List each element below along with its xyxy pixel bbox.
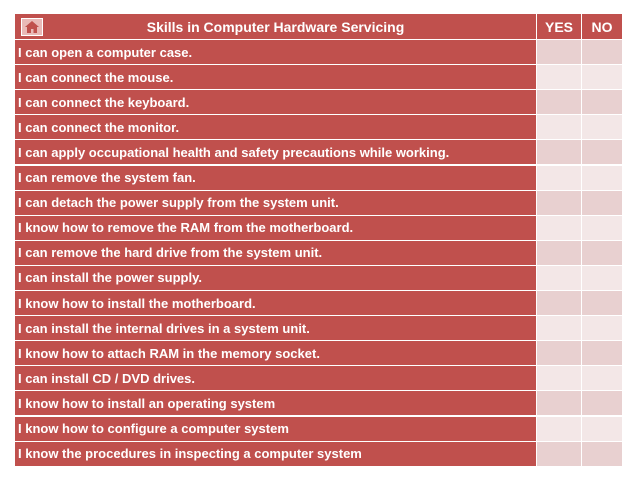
skill-text: I know how to install the motherboard. [15,291,537,317]
skill-row: I know how to configure a computer syste… [15,416,623,442]
skill-row: I can open a computer case. [15,40,623,66]
skill-row: I can connect the mouse. [15,65,623,91]
skill-text: I can install the power supply. [15,265,537,291]
yes-checkbox[interactable] [537,240,582,266]
skill-row: I can detach the power supply from the s… [15,190,623,216]
skill-row: I know how to remove the RAM from the mo… [15,215,623,241]
skill-row: I can install the internal drives in a s… [15,316,623,342]
no-checkbox[interactable] [582,265,623,291]
skill-row: I can install the power supply. [15,265,623,291]
no-checkbox[interactable] [582,90,623,116]
yes-checkbox[interactable] [537,165,582,191]
skill-text: I can apply occupational health and safe… [15,140,537,166]
header-title-cell: Skills in Computer Hardware Servicing [15,14,537,40]
header-yes: YES [537,14,582,40]
skill-text: I can connect the mouse. [15,65,537,91]
no-checkbox[interactable] [582,366,623,392]
header-no: NO [582,14,623,40]
skill-text: I know how to configure a computer syste… [15,416,537,442]
no-checkbox[interactable] [582,40,623,66]
no-checkbox[interactable] [582,190,623,216]
skill-row: I can connect the keyboard. [15,90,623,116]
skill-row: I can connect the monitor. [15,115,623,141]
no-checkbox[interactable] [582,215,623,241]
home-icon[interactable] [21,18,43,36]
no-checkbox[interactable] [582,165,623,191]
skill-row: I know how to install an operating syste… [15,391,623,417]
skill-row: I know how to attach RAM in the memory s… [15,341,623,367]
skill-text: I can remove the hard drive from the sys… [15,240,537,266]
skill-text: I know the procedures in inspecting a co… [15,441,537,467]
skill-text: I can install CD / DVD drives. [15,366,537,392]
skill-row: I can remove the hard drive from the sys… [15,240,623,266]
yes-checkbox[interactable] [537,115,582,141]
skill-text: I can connect the monitor. [15,115,537,141]
skill-row: I can apply occupational health and safe… [15,140,623,166]
yes-checkbox[interactable] [537,391,582,417]
yes-checkbox[interactable] [537,366,582,392]
yes-checkbox[interactable] [537,291,582,317]
no-checkbox[interactable] [582,115,623,141]
yes-checkbox[interactable] [537,416,582,442]
skill-row: I know the procedures in inspecting a co… [15,441,623,467]
skill-text: I can remove the system fan. [15,165,537,191]
skill-row: I know how to install the motherboard. [15,291,623,317]
skill-text: I can open a computer case. [15,40,537,66]
no-checkbox[interactable] [582,240,623,266]
skill-row: I can remove the system fan. [15,165,623,191]
yes-checkbox[interactable] [537,341,582,367]
no-checkbox[interactable] [582,65,623,91]
no-checkbox[interactable] [582,341,623,367]
yes-checkbox[interactable] [537,190,582,216]
yes-checkbox[interactable] [537,90,582,116]
no-checkbox[interactable] [582,316,623,342]
no-checkbox[interactable] [582,140,623,166]
yes-checkbox[interactable] [537,140,582,166]
skill-text: I know how to attach RAM in the memory s… [15,341,537,367]
skill-text: I can detach the power supply from the s… [15,190,537,216]
skill-text: I know how to install an operating syste… [15,391,537,417]
no-checkbox[interactable] [582,441,623,467]
no-checkbox[interactable] [582,391,623,417]
no-checkbox[interactable] [582,291,623,317]
yes-checkbox[interactable] [537,40,582,66]
yes-checkbox[interactable] [537,316,582,342]
header-row: Skills in Computer Hardware Servicing YE… [15,14,623,40]
yes-checkbox[interactable] [537,215,582,241]
skill-text: I can install the internal drives in a s… [15,316,537,342]
yes-checkbox[interactable] [537,65,582,91]
header-title: Skills in Computer Hardware Servicing [146,18,405,35]
yes-checkbox[interactable] [537,441,582,467]
skill-text: I know how to remove the RAM from the mo… [15,215,537,241]
skill-row: I can install CD / DVD drives. [15,366,623,392]
no-checkbox[interactable] [582,416,623,442]
skill-text: I can connect the keyboard. [15,90,537,116]
yes-checkbox[interactable] [537,265,582,291]
